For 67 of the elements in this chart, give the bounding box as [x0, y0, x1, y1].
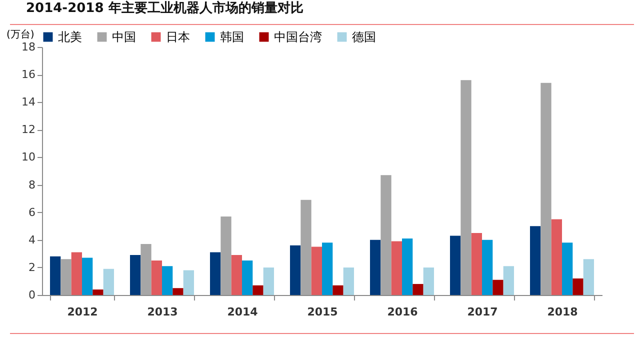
- legend-label: 日本: [166, 30, 190, 44]
- bar: [471, 233, 482, 295]
- bar: [332, 285, 344, 295]
- y-tick-label: 10: [22, 150, 36, 164]
- legend-label: 中国台湾: [274, 30, 322, 44]
- bar: [402, 238, 413, 295]
- bar: [562, 242, 573, 295]
- bar: [263, 267, 274, 295]
- bar: [60, 259, 72, 295]
- y-tick-label: 18: [22, 40, 36, 54]
- y-tick-label: 16: [22, 68, 36, 82]
- bar: [252, 285, 264, 295]
- bar: [130, 255, 141, 295]
- bar: [530, 226, 541, 295]
- bar: [583, 259, 594, 295]
- y-tick-label: 6: [28, 206, 36, 219]
- bar: [92, 289, 104, 295]
- y-tick-label: 4: [28, 233, 36, 246]
- bar: [290, 245, 301, 295]
- bar: [380, 175, 392, 295]
- bar: [460, 80, 472, 295]
- bar: [343, 267, 354, 295]
- bar: [231, 255, 242, 295]
- bar: [172, 288, 184, 295]
- bar: [450, 236, 461, 295]
- x-tick-label: 2015: [307, 306, 338, 318]
- legend-label: 德国: [352, 30, 376, 44]
- bar: [503, 266, 514, 295]
- bar: [370, 240, 381, 295]
- bar: [540, 82, 552, 295]
- bar: [322, 242, 333, 295]
- y-tick-label: 2: [28, 260, 36, 274]
- bar: [482, 240, 493, 295]
- bar: [391, 241, 402, 295]
- bar: [162, 266, 173, 295]
- y-axis-title: (万台): [6, 28, 34, 40]
- y-tick-label: 0: [28, 288, 36, 302]
- legend-label: 中国: [112, 30, 136, 44]
- bar: [140, 244, 152, 295]
- bar: [103, 268, 114, 295]
- bar: [300, 200, 312, 295]
- bar: [423, 267, 434, 295]
- bar: [50, 256, 61, 295]
- bar: [242, 260, 253, 295]
- x-tick-label: 2017: [467, 306, 498, 318]
- legend-label: 韩国: [220, 30, 244, 44]
- bar: [551, 219, 562, 295]
- x-tick-label: 2014: [227, 306, 258, 318]
- bar: [311, 246, 322, 295]
- bar: [412, 284, 424, 295]
- x-tick-label: 2018: [547, 306, 578, 318]
- bar: [572, 278, 584, 295]
- bar: [220, 216, 232, 295]
- chart-title: 2014-2018 年主要工业机器人市场的销量对比: [26, 0, 304, 16]
- legend-label: 北美: [58, 30, 82, 44]
- y-tick-label: 14: [22, 96, 36, 109]
- y-tick-label: 8: [28, 178, 36, 192]
- x-tick-label: 2012: [67, 306, 98, 318]
- bar: [210, 252, 221, 295]
- bar: [71, 252, 82, 295]
- bar: [492, 280, 504, 295]
- bar: [151, 260, 162, 295]
- bar: [82, 258, 93, 295]
- bar: [183, 270, 194, 295]
- x-tick-label: 2013: [147, 306, 178, 318]
- y-tick-label: 12: [22, 123, 36, 136]
- x-tick-label: 2016: [387, 306, 418, 318]
